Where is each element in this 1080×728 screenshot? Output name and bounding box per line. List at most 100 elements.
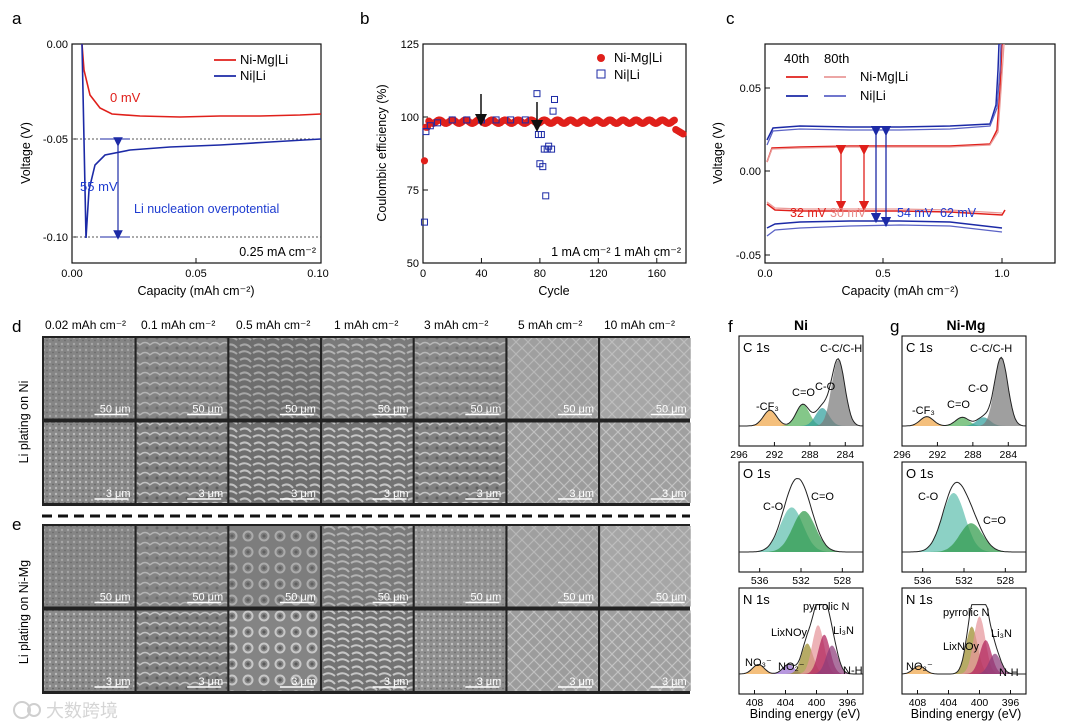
xps-peak	[902, 523, 1026, 552]
sem-texture	[322, 610, 413, 691]
series-ni-li-80th-charge	[766, 43, 1002, 146]
point-ni-li	[551, 95, 558, 103]
xps-peak	[902, 665, 1026, 674]
xps-envelope	[902, 481, 1026, 553]
annotation-55mv: 55 mV	[80, 179, 118, 194]
sem-texture	[600, 526, 691, 607]
xps-peak	[902, 493, 1026, 552]
capacity-label: 0.1 mAh cm⁻²	[141, 318, 215, 332]
point-ni-li	[434, 119, 442, 127]
legend-label: Ni|Li	[614, 67, 640, 82]
legend-label: Ni-Mg|Li	[614, 50, 662, 65]
y-axis-title-a: Voltage (V)	[19, 122, 33, 184]
point-ni-li	[492, 116, 500, 124]
panel-label-b: b	[360, 9, 369, 28]
x-tick-label: 296	[730, 449, 748, 461]
xps-peak-label: -CF₃	[756, 401, 779, 413]
xps-peak-label: N-H	[999, 667, 1019, 679]
annotation-32mv: 32 mV	[790, 206, 827, 220]
series-ni-mg-li-40th-charge	[766, 43, 1003, 163]
panel-d: d 0.02 mAh cm⁻² 0.1 mAh cm⁻² 0.5 mAh cm⁻…	[12, 317, 691, 506]
x-axis-title-b: Cycle	[538, 284, 569, 298]
annotation-nucleation: Li nucleation overpotential	[134, 202, 279, 216]
xps-frame-n1s	[901, 587, 1027, 695]
scale-bar-label: 50 μm	[100, 404, 131, 416]
xps-peak-label: C-O	[815, 381, 836, 393]
xps-frame-c1s	[738, 335, 864, 447]
panel-label-a: a	[12, 9, 22, 28]
series-ni-mg-li	[81, 43, 322, 118]
legend-marker	[596, 69, 606, 79]
point-ni-li	[463, 116, 471, 124]
capacity-label: 3 mAh cm⁻²	[424, 318, 488, 332]
x-ticks-a: 0.00 0.05 0.10	[61, 258, 329, 280]
y-tick-label: 0.05	[740, 83, 761, 95]
scale-bar-label: 3 μm	[291, 488, 316, 500]
panel-g: g Ni-Mg C 1s 296 292 288 284 -CF₃ C=O C-O C-C/C-…	[890, 317, 1027, 721]
x-tick-label: 532	[955, 575, 973, 587]
xps-peak-label: LixNOy	[771, 627, 808, 639]
point-ni-mg-li	[670, 116, 678, 124]
scale-bar-label: 50 μm	[656, 404, 687, 416]
sem-texture	[229, 526, 320, 607]
plot-frame-c	[764, 43, 1056, 264]
scale-bar-label: 50 μm	[285, 404, 316, 416]
point-ni-li	[549, 107, 557, 115]
y-tick-label: 0.00	[47, 39, 68, 51]
point-ni-li	[542, 192, 550, 200]
sem-texture	[507, 610, 598, 691]
legend-cycle-40: 40th	[784, 51, 809, 66]
xps-peak	[739, 359, 863, 426]
scale-bar-label: 3 μm	[662, 488, 687, 500]
sem-texture	[136, 422, 228, 503]
legend-label: Ni|Li	[860, 88, 886, 103]
x-tick-label: 40	[475, 268, 487, 280]
scale-bar-label: 50 μm	[656, 592, 687, 604]
annotation-62mv: 62 mV	[940, 206, 977, 220]
xps-peak	[739, 511, 863, 552]
legend-label: Ni|Li	[240, 68, 266, 83]
series-ni-li-40th-charge	[766, 43, 1000, 141]
scale-bar-label: 3 μm	[384, 676, 409, 688]
point-ni-li	[533, 90, 541, 98]
x-tick-label: 120	[589, 268, 607, 280]
xps-peak-label: C-O	[763, 501, 784, 513]
xps-region-title: C 1s	[906, 340, 933, 355]
capacity-label: 5 mAh cm⁻²	[518, 318, 582, 332]
xps-peak-label: LixNOy	[943, 641, 980, 653]
scale-bar-label: 3 μm	[662, 676, 687, 688]
scale-bar-label: 3 μm	[199, 488, 224, 500]
y-tick-label: 125	[401, 39, 419, 51]
xps-peak-label: NO₃⁻	[745, 657, 772, 669]
y-tick-label: 0.00	[740, 166, 761, 178]
x-tick-label: 408	[746, 697, 764, 709]
xps-peak-label: C=O	[792, 387, 815, 399]
point-ni-mg-li	[420, 157, 429, 165]
scale-bar-label: 50 μm	[100, 592, 131, 604]
scale-bar-label: 50 μm	[378, 592, 409, 604]
panel-title-f: Ni	[794, 317, 808, 333]
x-tick-label: 404	[940, 697, 958, 709]
x-tick-label: 404	[777, 697, 795, 709]
x-tick-label: 288	[801, 449, 819, 461]
legend-label: Ni-Mg|Li	[860, 69, 908, 84]
x-tick-label: 408	[909, 697, 927, 709]
x-tick-label: 396	[1002, 697, 1020, 709]
sem-texture	[600, 422, 691, 503]
scale-bar-label: 3 μm	[569, 676, 594, 688]
sem-texture	[507, 422, 598, 503]
panel-e: e Li plating on Ni-Mg 50 μm 50 μm 50 μm 50 …	[12, 515, 691, 694]
x-tick-label: 0.00	[61, 268, 82, 280]
xps-peak	[739, 404, 863, 426]
scale-bar-label: 50 μm	[192, 592, 223, 604]
xps-peak	[739, 643, 863, 674]
scale-bar-label: 50 μm	[563, 592, 594, 604]
xps-peak-label: C=O	[947, 399, 970, 411]
x-tick-label: 80	[534, 268, 546, 280]
scale-bar-label: 50 μm	[285, 592, 316, 604]
y-tick-label: -0.05	[736, 250, 761, 262]
sem-texture	[136, 338, 228, 419]
xps-peak-label: NO₃⁻	[906, 661, 933, 673]
xps-peak-label: C-C/C-H	[820, 343, 862, 355]
